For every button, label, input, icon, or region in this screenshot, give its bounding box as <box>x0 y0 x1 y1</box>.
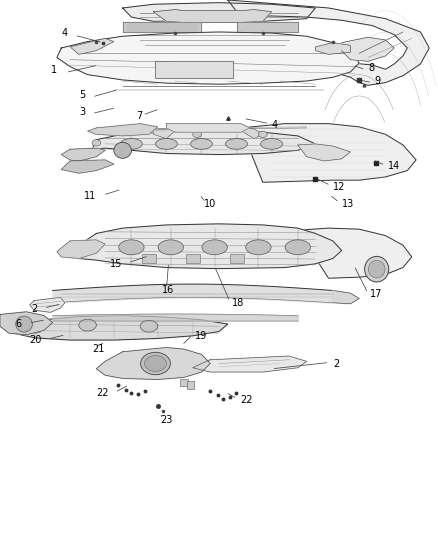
Text: 13: 13 <box>342 199 354 208</box>
Text: 15: 15 <box>110 259 123 269</box>
Ellipse shape <box>120 139 142 149</box>
Text: 2: 2 <box>333 359 339 368</box>
Polygon shape <box>61 160 114 173</box>
Text: 1: 1 <box>51 66 57 75</box>
Polygon shape <box>88 124 158 136</box>
Polygon shape <box>153 128 263 139</box>
Ellipse shape <box>158 240 184 255</box>
Polygon shape <box>193 356 307 372</box>
Text: 4: 4 <box>272 120 278 130</box>
Polygon shape <box>61 148 105 161</box>
Text: 12: 12 <box>333 182 345 191</box>
Ellipse shape <box>226 139 247 149</box>
Text: 2: 2 <box>31 304 37 314</box>
Polygon shape <box>9 316 228 340</box>
Text: 10: 10 <box>204 199 216 208</box>
Polygon shape <box>96 348 210 379</box>
Ellipse shape <box>140 320 158 332</box>
FancyBboxPatch shape <box>230 254 244 263</box>
Polygon shape <box>166 124 250 132</box>
Polygon shape <box>79 131 315 160</box>
Text: 6: 6 <box>16 319 22 329</box>
Text: 7: 7 <box>136 111 142 121</box>
FancyBboxPatch shape <box>186 254 200 263</box>
Polygon shape <box>30 297 65 312</box>
Text: 17: 17 <box>370 289 382 299</box>
Ellipse shape <box>114 142 131 158</box>
Ellipse shape <box>246 240 271 255</box>
Text: 22: 22 <box>240 395 253 405</box>
Ellipse shape <box>145 356 166 372</box>
Text: 21: 21 <box>92 344 104 353</box>
Polygon shape <box>153 10 272 22</box>
Text: 9: 9 <box>374 76 381 86</box>
Polygon shape <box>298 144 350 161</box>
Text: 23: 23 <box>160 415 172 425</box>
FancyBboxPatch shape <box>155 61 233 78</box>
Ellipse shape <box>119 240 144 255</box>
Polygon shape <box>57 32 359 84</box>
Text: 8: 8 <box>368 63 374 73</box>
Polygon shape <box>315 43 350 54</box>
Text: 20: 20 <box>29 335 42 345</box>
Text: 19: 19 <box>195 331 207 341</box>
FancyBboxPatch shape <box>187 381 194 389</box>
Ellipse shape <box>258 131 267 138</box>
Ellipse shape <box>285 240 311 255</box>
Text: 14: 14 <box>388 161 400 171</box>
Polygon shape <box>57 240 105 259</box>
Ellipse shape <box>368 260 385 278</box>
Ellipse shape <box>92 140 101 146</box>
FancyBboxPatch shape <box>180 379 188 386</box>
Ellipse shape <box>191 139 212 149</box>
Text: 22: 22 <box>96 389 109 398</box>
Ellipse shape <box>261 139 283 149</box>
Ellipse shape <box>155 139 177 149</box>
Polygon shape <box>342 37 394 61</box>
Polygon shape <box>70 38 114 54</box>
Ellipse shape <box>79 319 96 331</box>
Polygon shape <box>228 0 429 85</box>
Ellipse shape <box>364 256 389 282</box>
Ellipse shape <box>16 316 32 332</box>
Polygon shape <box>241 124 416 182</box>
Text: 18: 18 <box>232 298 244 308</box>
Polygon shape <box>70 224 342 269</box>
Text: 4: 4 <box>62 28 68 38</box>
Polygon shape <box>123 22 201 32</box>
Polygon shape <box>0 312 53 335</box>
Polygon shape <box>298 228 412 278</box>
Ellipse shape <box>193 131 201 138</box>
Polygon shape <box>333 290 359 304</box>
FancyBboxPatch shape <box>142 254 156 263</box>
Text: 16: 16 <box>162 285 174 295</box>
Text: 3: 3 <box>79 107 85 117</box>
Polygon shape <box>123 3 315 21</box>
Text: 5: 5 <box>79 90 85 100</box>
Text: 11: 11 <box>84 191 96 201</box>
Ellipse shape <box>26 321 44 333</box>
Ellipse shape <box>202 240 227 255</box>
Polygon shape <box>237 22 298 32</box>
Ellipse shape <box>141 352 170 375</box>
